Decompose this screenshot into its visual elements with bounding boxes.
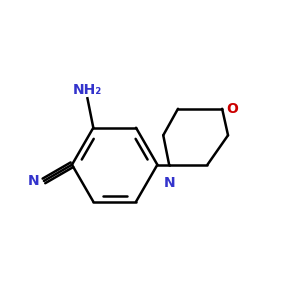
- Text: O: O: [226, 102, 238, 116]
- Text: N: N: [163, 176, 175, 190]
- Text: N: N: [28, 174, 40, 188]
- Text: NH₂: NH₂: [73, 83, 102, 97]
